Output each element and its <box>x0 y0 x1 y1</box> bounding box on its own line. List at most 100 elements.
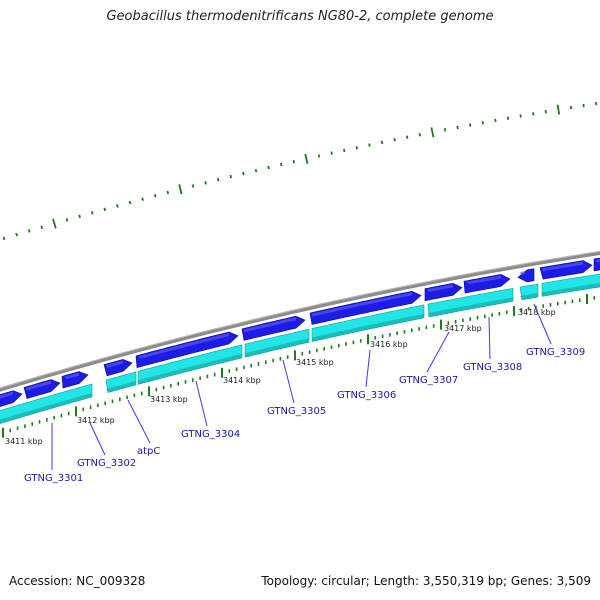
outer-tick <box>430 127 435 138</box>
reverse-gene-shade <box>542 283 600 297</box>
outer-tick <box>178 184 183 195</box>
outer-tick <box>519 114 522 118</box>
outer-tick <box>2 236 6 241</box>
outer-tick <box>393 138 396 142</box>
outer-tick <box>506 116 510 120</box>
leader-line <box>533 303 552 345</box>
outer-tick <box>242 171 245 176</box>
outer-tick <box>191 184 195 188</box>
reverse-strand-genes <box>0 273 600 424</box>
outer-tick <box>103 207 107 212</box>
outer-tick <box>40 225 44 230</box>
outer-tick <box>52 218 57 229</box>
backbone-line <box>0 250 600 392</box>
outer-tick <box>204 181 207 185</box>
leader-line <box>282 359 295 404</box>
leader-line <box>195 380 208 427</box>
forward-gene-shine <box>542 261 583 272</box>
forward-gene-shine <box>427 284 453 292</box>
outer-tick <box>355 146 358 150</box>
outer-tick <box>481 121 484 125</box>
scale-label: 3416 kbp <box>370 340 408 349</box>
gene-label-gtng-3308[interactable]: GTNG_3308 <box>463 362 522 373</box>
outer-tick <box>166 190 170 195</box>
forward-gene <box>103 359 133 377</box>
accession-text: Accession: NC_009328 <box>9 574 146 588</box>
outer-tick <box>418 133 421 137</box>
gene-label-gtng-3305[interactable]: GTNG_3305 <box>267 406 326 417</box>
outer-tick <box>65 218 69 222</box>
forward-gene <box>424 282 463 302</box>
scale-ticks <box>2 294 596 438</box>
outer-tick <box>229 174 233 179</box>
outer-tick <box>27 229 31 233</box>
forward-gene-shine <box>520 271 525 275</box>
scale-label: 3418 kbp <box>518 308 556 317</box>
genome-backbone <box>0 250 600 392</box>
outer-tick <box>116 204 119 208</box>
outer-tick <box>128 200 132 205</box>
forward-strand-genes <box>0 257 600 407</box>
outer-tick <box>343 148 346 153</box>
outer-tick <box>15 232 18 237</box>
forward-gene-shine <box>312 292 412 317</box>
outer-tick <box>90 211 94 215</box>
outer-tick <box>443 128 447 132</box>
reverse-gene-shade <box>520 293 538 300</box>
forward-gene <box>463 274 511 294</box>
forward-gene-shine <box>466 275 501 285</box>
outer-tick <box>292 159 296 164</box>
gene-label-gtng-3306[interactable]: GTNG_3306 <box>337 390 396 401</box>
topology-summary: Topology: circular; Length: 3,550,319 bp… <box>261 574 591 588</box>
gene-label-gtng-3307[interactable]: GTNG_3307 <box>399 375 458 386</box>
gene-label-atpc[interactable]: atpC <box>137 446 160 457</box>
outer-tick <box>267 165 270 170</box>
forward-gene-shine <box>26 380 51 391</box>
outer-tick <box>380 140 384 145</box>
forward-gene <box>517 268 535 283</box>
outer-tick <box>254 168 258 173</box>
gene-label-gtng-3301[interactable]: GTNG_3301 <box>24 473 83 484</box>
forward-gene-shine <box>0 391 13 399</box>
outer-tick <box>304 153 309 164</box>
reverse-gene-shade <box>106 380 136 393</box>
scale-label: 3415 kbp <box>296 358 334 367</box>
outer-tick <box>406 135 409 139</box>
leader-line <box>89 422 106 456</box>
forward-gene <box>135 331 239 368</box>
leader-line <box>426 331 450 373</box>
gene-label-gtng-3304[interactable]: GTNG_3304 <box>181 429 240 440</box>
outer-tick <box>330 151 333 155</box>
forward-gene <box>593 257 600 272</box>
outer-tick <box>368 143 371 147</box>
outer-tick <box>216 177 220 182</box>
forward-gene <box>23 379 61 399</box>
outer-tick <box>544 109 547 114</box>
forward-gene-shine <box>64 372 79 379</box>
reverse-gene-shade <box>0 392 92 424</box>
outer-tick <box>532 112 535 116</box>
leader-line <box>365 349 371 388</box>
outer-tick <box>317 154 321 158</box>
outer-tick <box>141 197 144 201</box>
outer-tick <box>78 214 81 219</box>
reverse-gene-shade <box>138 353 242 385</box>
map-title: Geobacillus thermodenitrificans NG80-2, … <box>106 9 494 24</box>
reverse-gene-shade <box>245 338 309 358</box>
outer-tick <box>569 105 573 110</box>
gene-label-gtng-3302[interactable]: GTNG_3302 <box>77 458 136 469</box>
gene-label-leaders <box>51 303 552 470</box>
outer-tick <box>494 118 497 123</box>
outer-tick <box>153 193 157 198</box>
gene-label-gtng-3309[interactable]: GTNG_3309 <box>526 347 585 358</box>
forward-gene-shine <box>138 333 229 359</box>
leader-line <box>127 399 151 444</box>
outer-tick <box>456 125 459 130</box>
outer-tick-track <box>2 101 598 241</box>
forward-gene <box>309 290 422 325</box>
reverse-gene-shade <box>428 297 513 317</box>
outer-tick <box>469 123 472 127</box>
reverse-gene-shade <box>312 313 424 342</box>
outer-tick <box>556 104 561 115</box>
